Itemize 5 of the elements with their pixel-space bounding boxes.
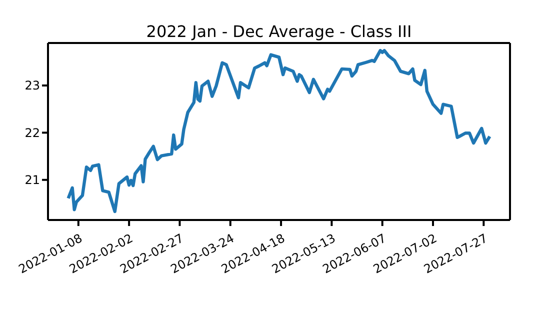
y-tick-label: 23	[24, 78, 40, 93]
y-tick-label: 21	[24, 173, 40, 188]
chart-title: 2022 Jan - Dec Average - Class III	[145, 22, 413, 41]
line-series	[66, 48, 492, 214]
y-tick-label: 22	[24, 126, 40, 140]
